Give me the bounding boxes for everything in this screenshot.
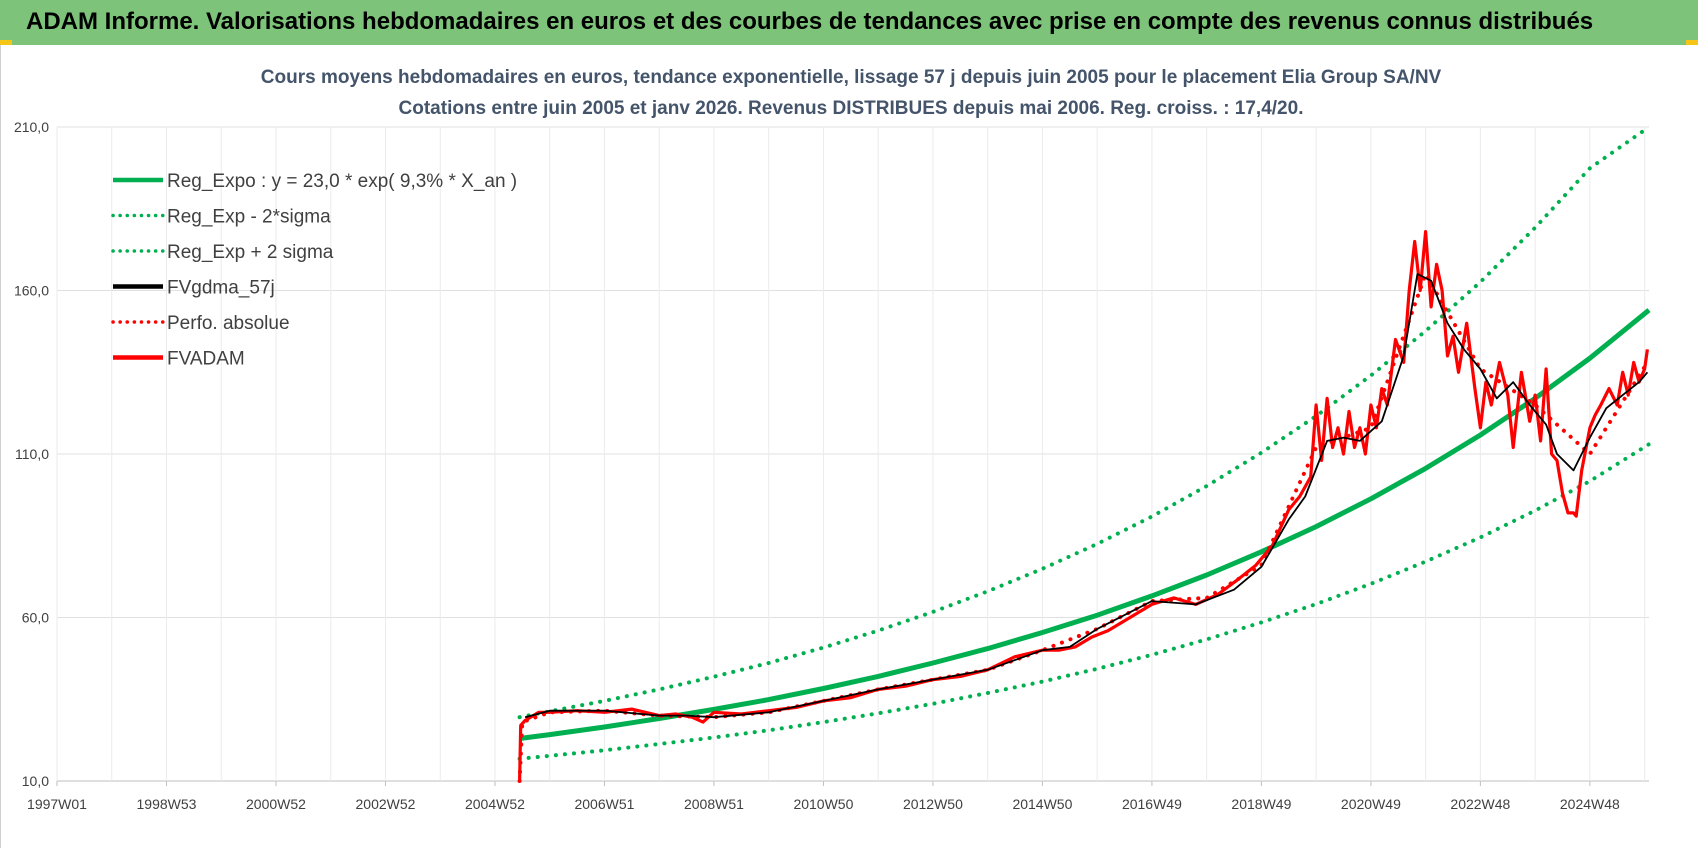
x-tick-label: 2014W50: [1012, 796, 1072, 812]
y-tick-label: 210,0: [14, 119, 49, 135]
legend-label-4: Perfo. absolue: [167, 313, 290, 334]
gridlines: [56, 126, 1649, 782]
line-chart: Cours moyens hebdomadaires en euros, ten…: [14, 67, 1651, 812]
x-tick-label: 2012W50: [903, 796, 963, 812]
series-line-2: [517, 125, 1651, 720]
chart-legend: Reg_Expo : y = 23,0 * exp( 9,3% * X_an )…: [111, 171, 517, 370]
report-banner: ADAM Informe. Valorisations hebdomadaire…: [0, 0, 1698, 45]
report-title: ADAM Informe. Valorisations hebdomadaire…: [26, 8, 1594, 35]
y-tick-label: 110,0: [15, 446, 49, 462]
x-tick-label: 2020W49: [1341, 796, 1401, 812]
x-tick-label: 1997W01: [27, 796, 87, 812]
x-tick-label: 1998W53: [137, 796, 197, 812]
legend-label-2: Reg_Exp + 2 sigma: [167, 242, 334, 263]
chart-subtitle: Cotations entre juin 2005 et janv 2026. …: [399, 98, 1304, 119]
x-tick-label: 2002W52: [356, 796, 416, 812]
y-axis-ticks: 10,0 60,0 110,0 160,0 210,0: [14, 119, 49, 789]
x-tick-label: 2024W48: [1560, 796, 1620, 812]
legend-label-3: FVgdma_57j: [167, 278, 275, 299]
x-tick-label: 2022W48: [1450, 796, 1510, 812]
chart-title: Cours moyens hebdomadaires en euros, ten…: [261, 67, 1442, 88]
x-tick-label: 2016W49: [1122, 796, 1182, 812]
legend-label-1: Reg_Exp - 2*sigma: [167, 207, 331, 228]
y-tick-label: 10,0: [22, 773, 49, 789]
x-tick-label: 2018W49: [1231, 796, 1291, 812]
x-axis-ticks: 1997W01 1998W53 2000W52 2002W52 2004W52 2006W…: [27, 781, 1620, 812]
legend-label-0: Reg_Expo : y = 23,0 * exp( 9,3% * X_an ): [167, 171, 517, 192]
x-tick-label: 2006W51: [574, 796, 634, 812]
chart-area: Cours moyens hebdomadaires en euros, ten…: [0, 45, 1698, 848]
x-tick-label: 2008W51: [684, 796, 744, 812]
corner-marker-left: [0, 40, 12, 45]
series-line-5: [518, 230, 1649, 782]
series-line-1: [517, 442, 1651, 761]
y-tick-label: 160,0: [14, 283, 49, 299]
y-tick-label: 60,0: [22, 610, 49, 626]
series-line-4: [517, 272, 1650, 783]
x-tick-label: 2004W52: [465, 796, 525, 812]
corner-marker-right: [1686, 40, 1698, 45]
series-layer: [517, 125, 1651, 783]
series-line-0: [519, 308, 1651, 741]
legend-label-5: FVADAM: [167, 349, 245, 370]
series-line-3: [524, 273, 1649, 719]
x-tick-label: 2010W50: [793, 796, 853, 812]
x-tick-label: 2000W52: [246, 796, 306, 812]
